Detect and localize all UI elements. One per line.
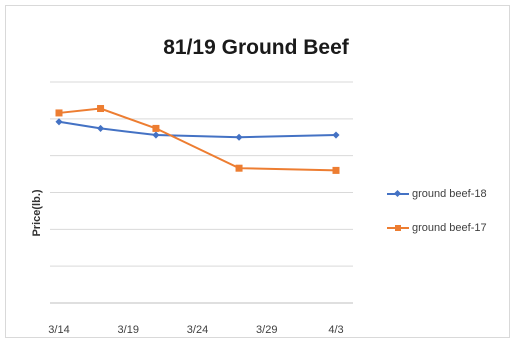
data-point[interactable] [97,125,104,132]
data-point[interactable] [97,105,104,112]
legend-item-ground-beef-18[interactable]: ground beef-18 [387,186,512,202]
x-tick-label: 3/29 [256,324,277,336]
data-point[interactable] [332,132,339,139]
legend-swatch-ground-beef-18 [387,188,409,200]
data-point[interactable] [236,165,243,172]
legend-label-ground-beef-18: ground beef-18 [412,188,487,200]
data-point[interactable] [152,132,159,139]
x-tick-label: 4/3 [328,324,343,336]
x-tick-label: 3/19 [118,324,139,336]
line-chart: 81/19 Ground Beef 3/14 3/19 3/24 3/29 4/3 Pr… [6,6,509,337]
gridlines [50,82,353,303]
y-axis-label: Price(lb.) [31,189,43,236]
data-point[interactable] [56,109,63,116]
x-tick-label: 3/24 [187,324,208,336]
series-layer [55,105,339,174]
legend-swatch-ground-beef-17 [387,222,409,234]
legend: ground beef-18 ground beef-17 [387,186,512,254]
legend-label-ground-beef-17: ground beef-17 [412,222,487,234]
data-point[interactable] [333,167,340,174]
legend-item-ground-beef-17[interactable]: ground beef-17 [387,220,512,236]
series-ground-beef-17 [56,105,340,174]
chart-frame: 81/19 Ground Beef 3/14 3/19 3/24 3/29 4/3 Pr… [5,5,510,338]
data-point[interactable] [152,125,159,132]
series-ground-beef-18 [55,118,339,141]
data-point[interactable] [236,134,243,141]
x-tick-label: 3/14 [48,324,69,336]
x-tick-labels: 3/14 3/19 3/24 3/29 4/3 [48,324,343,336]
chart-title: 81/19 Ground Beef [163,36,350,59]
series-line-ground-beef-17 [59,109,336,171]
